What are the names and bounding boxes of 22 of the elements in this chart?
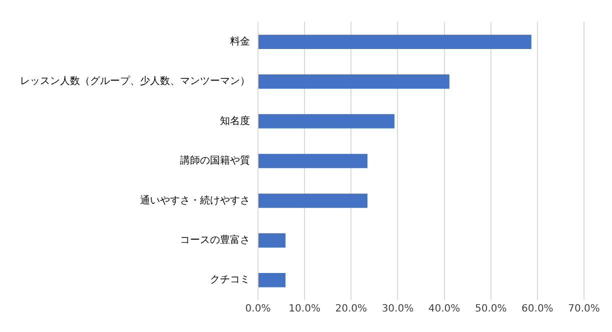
y-tick-label: レッスン人数（グループ、少人数、マンツーマン）: [20, 75, 250, 88]
x-tick-label: 40.0%: [428, 304, 460, 315]
bar: [258, 272, 286, 288]
x-tick-label: 70.0%: [568, 304, 600, 315]
y-tick-label: 知名度: [220, 114, 250, 127]
x-tick-label: 30.0%: [382, 304, 414, 315]
bar: [258, 194, 368, 208]
y-tick-label: コースの豊富さ: [180, 234, 250, 246]
y-tick-label: 講師の国籍や質: [180, 154, 250, 167]
x-tick-label: 60.0%: [522, 304, 554, 315]
bar: [258, 34, 532, 50]
y-tick-label: クチコミ: [210, 274, 250, 286]
bar: [258, 114, 394, 128]
bar: [258, 74, 450, 89]
bar: [258, 154, 368, 168]
x-tick-label: 10.0%: [288, 304, 320, 315]
x-tick-label: 50.0%: [474, 304, 507, 315]
bar: [258, 233, 286, 248]
x-tick-label: 0.0%: [245, 304, 271, 315]
x-tick-label: 20.0%: [335, 304, 368, 315]
y-tick-label: 料金: [230, 35, 250, 48]
y-tick-label: 通いやすさ・続けやすさ: [140, 194, 250, 206]
